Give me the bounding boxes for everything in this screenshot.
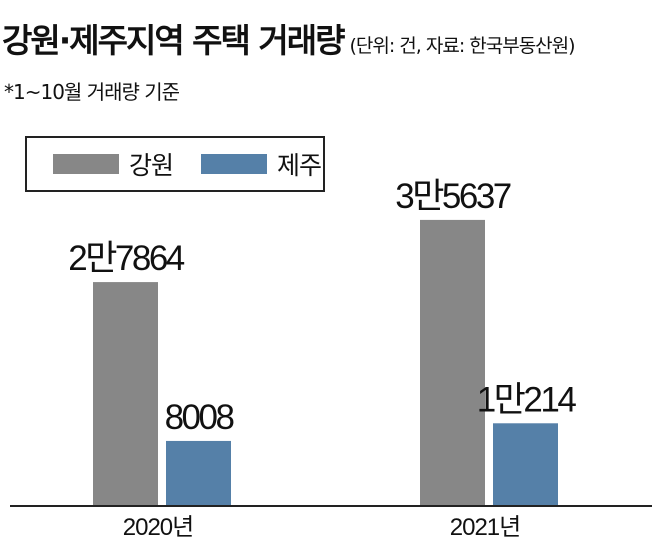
x-tick-label-0: 2020년 [123, 514, 193, 541]
legend-swatch-gangwon [53, 154, 119, 174]
data-label-gangwon-1: 3만5637 [395, 177, 511, 216]
legend: 강원 제주 [25, 136, 325, 192]
legend-swatch-jeju [201, 154, 267, 174]
legend-label-jeju: 제주 [277, 151, 322, 180]
data-label-jeju-1: 1만214 [477, 380, 577, 419]
data-label-jeju-0: 8008 [165, 398, 234, 437]
data-label-gangwon-0: 2만7864 [68, 239, 185, 278]
bar-gangwon-0 [93, 282, 158, 505]
unit-note: (단위: 건, 자료: 한국부동산원) [349, 35, 575, 57]
chart-title: 강원·제주지역 주택 거래량 [2, 21, 345, 60]
bar-jeju-0 [166, 440, 231, 505]
footnote: *1~10월 거래량 기준 [4, 80, 180, 104]
legend-item-gangwon: 강원 [53, 138, 174, 190]
legend-label-gangwon: 강원 [129, 151, 174, 180]
x-tick-label-1: 2021년 [450, 514, 520, 541]
bar-jeju-1 [493, 423, 558, 505]
legend-item-jeju: 제주 [201, 138, 322, 190]
bar-gangwon-1 [420, 219, 485, 506]
title-row: 강원·제주지역 주택 거래량 (단위: 건, 자료: 한국부동산원) [2, 14, 576, 62]
